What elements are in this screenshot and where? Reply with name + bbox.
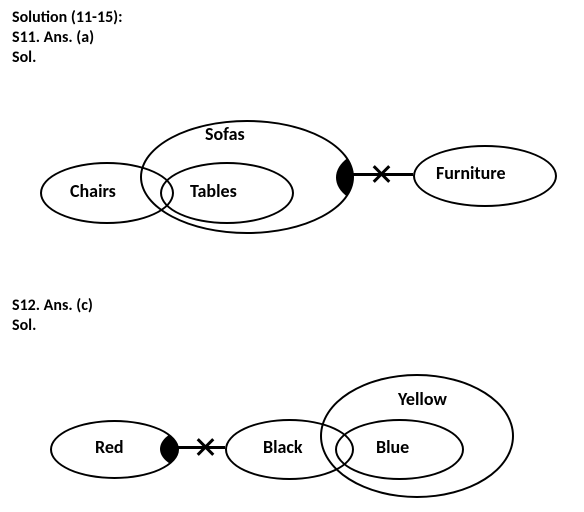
label-black: Black (263, 436, 303, 458)
x-mark-sofas-furniture (371, 164, 391, 184)
label-red: Red (95, 436, 124, 458)
s11-sol-heading: Sol. (12, 48, 36, 69)
label-blue: Blue (376, 436, 409, 458)
s11-answer-heading: S11. Ans. (a) (12, 28, 94, 49)
label-tables: Tables (190, 180, 237, 202)
label-furniture: Furniture (436, 162, 506, 184)
label-yellow: Yellow (398, 388, 447, 410)
label-chairs: Chairs (70, 180, 116, 202)
s12-answer-heading: S12. Ans. (c) (12, 296, 93, 317)
s12-sol-heading: Sol. (12, 316, 36, 337)
label-sofas: Sofas (205, 123, 245, 145)
x-mark-red-black (195, 437, 215, 457)
solution-range-heading: Solution (11-15): (12, 8, 123, 29)
venn-sofas-lens (140, 120, 353, 233)
